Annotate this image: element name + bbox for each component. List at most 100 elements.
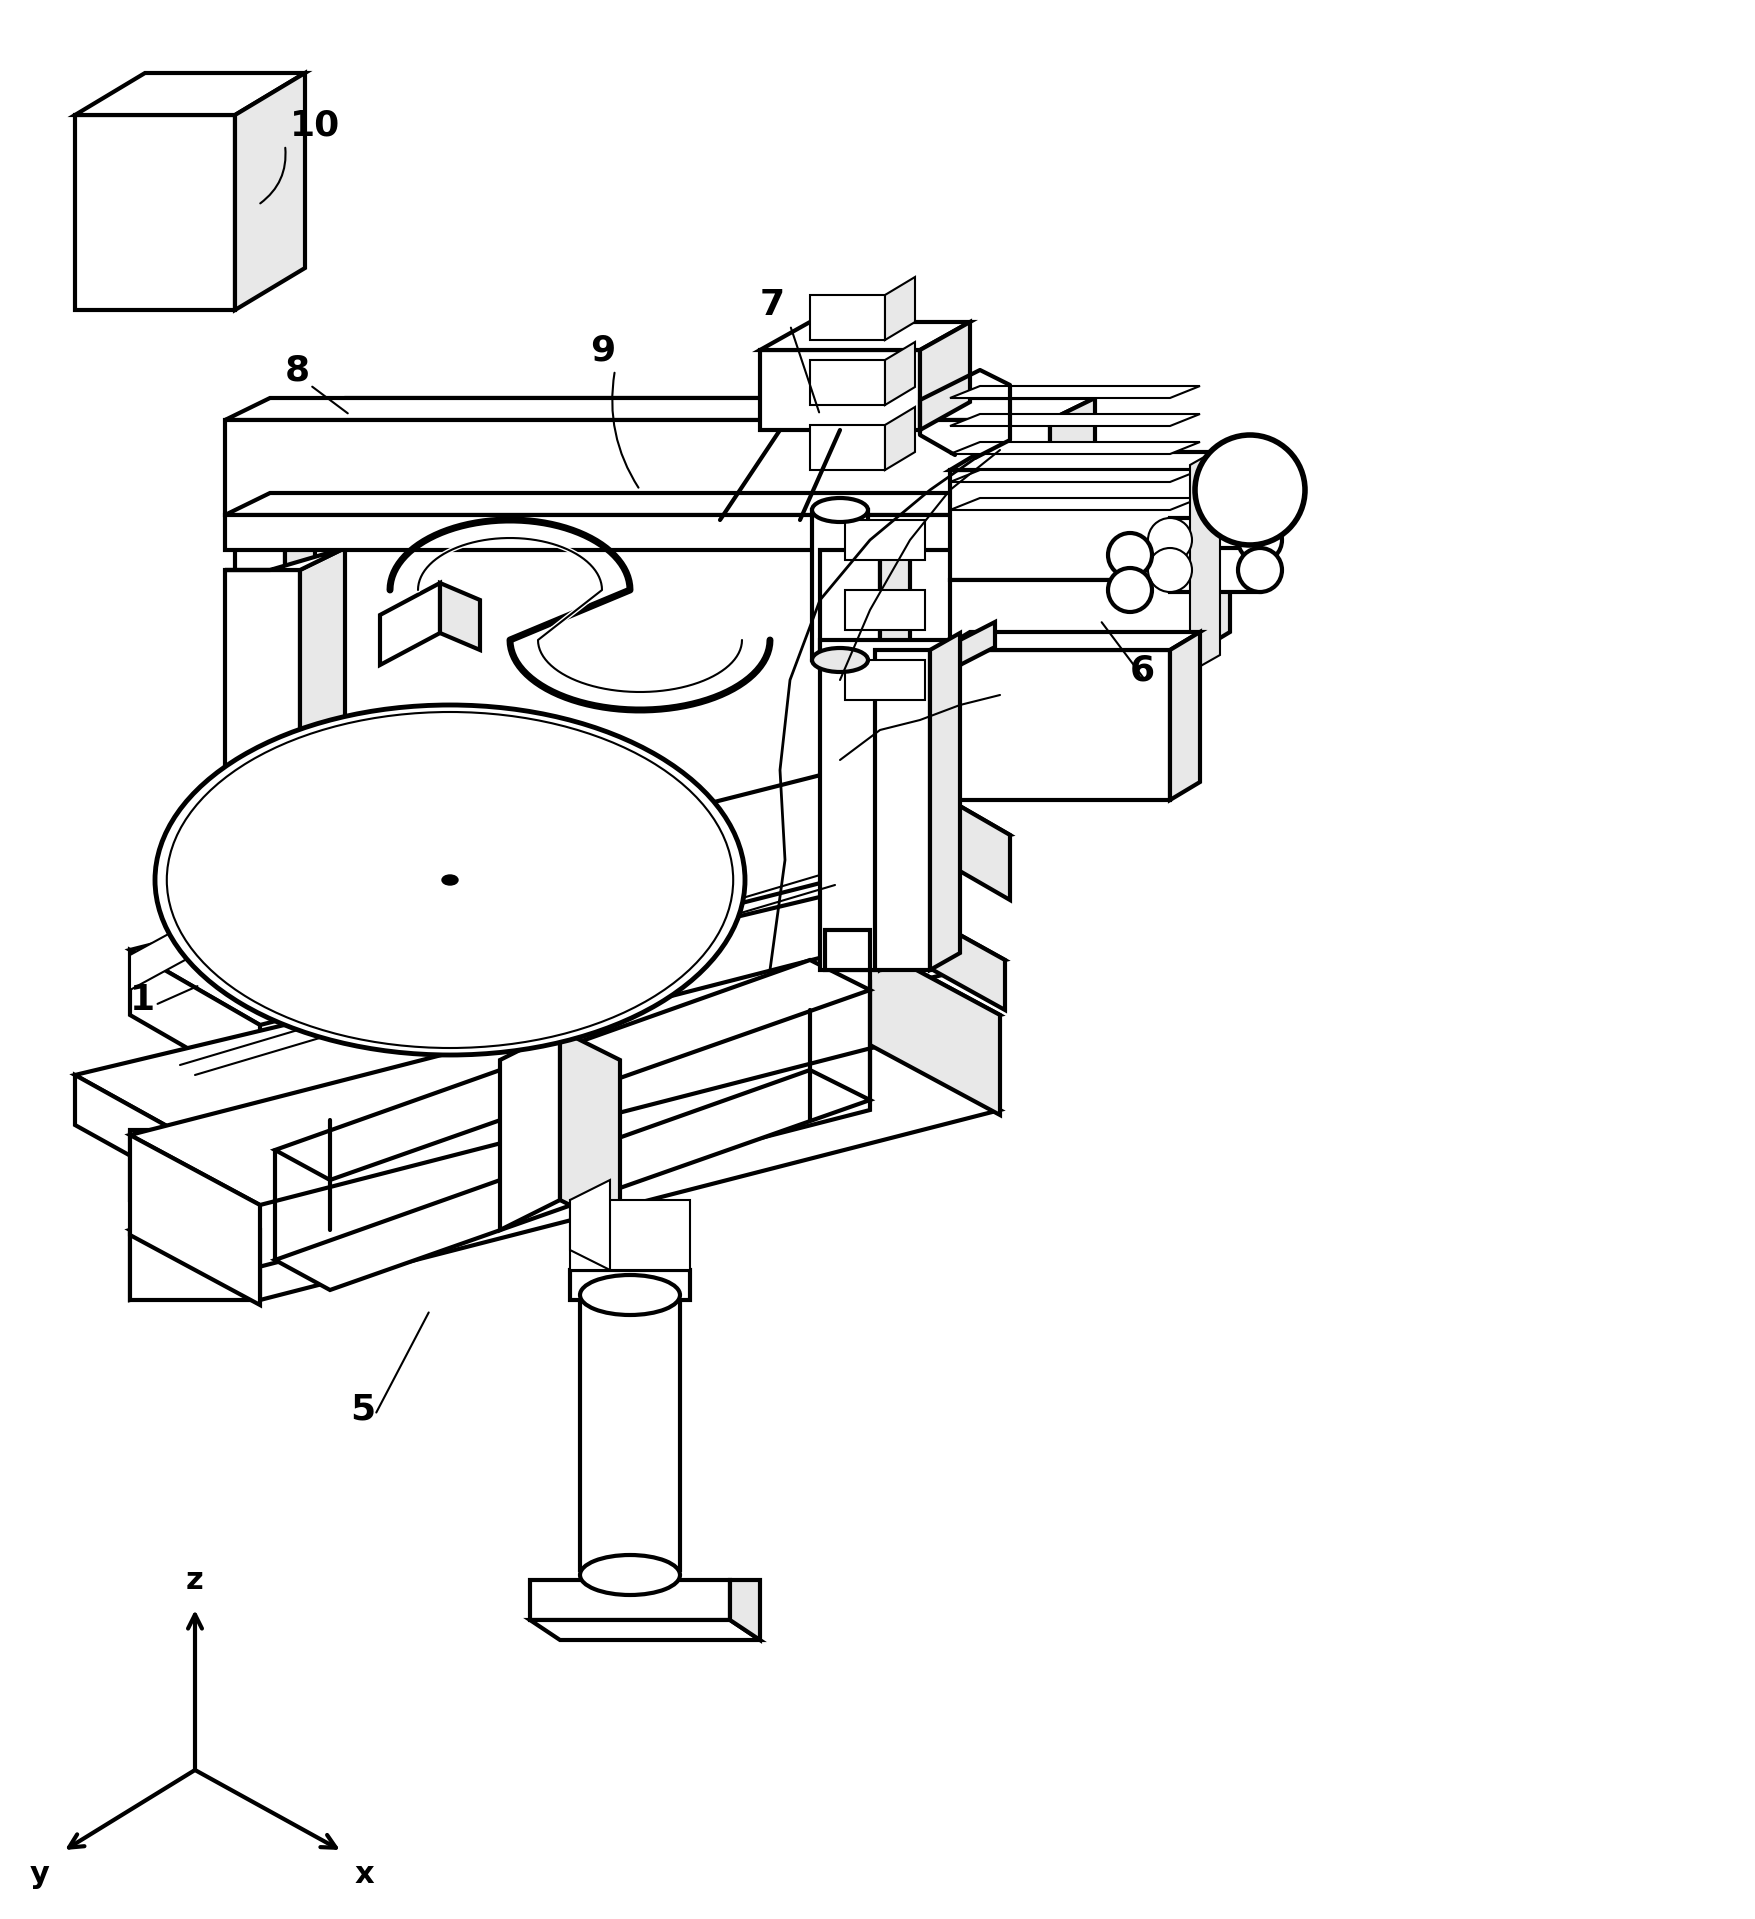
Polygon shape — [820, 551, 879, 969]
Polygon shape — [930, 633, 960, 969]
Polygon shape — [225, 397, 1095, 420]
Polygon shape — [949, 415, 1199, 426]
Ellipse shape — [1195, 436, 1304, 545]
Polygon shape — [885, 407, 914, 470]
Polygon shape — [1190, 447, 1220, 672]
Polygon shape — [225, 514, 1049, 551]
Polygon shape — [225, 397, 1095, 420]
Polygon shape — [760, 349, 920, 430]
Text: 1: 1 — [130, 983, 154, 1017]
Polygon shape — [75, 885, 1004, 1149]
Polygon shape — [260, 1102, 314, 1199]
Polygon shape — [75, 1075, 211, 1199]
Polygon shape — [874, 651, 930, 969]
Polygon shape — [939, 651, 1169, 800]
Polygon shape — [130, 760, 1009, 1025]
Ellipse shape — [1107, 533, 1151, 578]
Ellipse shape — [579, 1554, 679, 1595]
Polygon shape — [225, 420, 1049, 514]
Polygon shape — [130, 1040, 999, 1299]
Polygon shape — [949, 470, 1199, 482]
Polygon shape — [441, 583, 479, 651]
Text: x: x — [355, 1860, 374, 1888]
Polygon shape — [760, 322, 969, 349]
Polygon shape — [1049, 493, 1095, 551]
Polygon shape — [130, 950, 260, 1090]
Text: 5: 5 — [349, 1393, 376, 1428]
Ellipse shape — [1148, 518, 1192, 562]
Polygon shape — [949, 453, 1228, 470]
Polygon shape — [530, 1579, 730, 1620]
Polygon shape — [949, 441, 1199, 455]
Polygon shape — [225, 549, 344, 570]
Polygon shape — [844, 520, 925, 560]
Polygon shape — [530, 1620, 760, 1641]
Polygon shape — [1169, 549, 1260, 591]
Polygon shape — [235, 510, 284, 900]
Text: 10: 10 — [290, 107, 340, 142]
Polygon shape — [579, 1299, 679, 1570]
Polygon shape — [570, 1199, 690, 1270]
Polygon shape — [825, 931, 869, 969]
Polygon shape — [379, 583, 441, 666]
Polygon shape — [225, 493, 1095, 514]
Polygon shape — [809, 424, 885, 470]
Text: 8: 8 — [284, 353, 311, 388]
Polygon shape — [885, 276, 914, 340]
Polygon shape — [844, 660, 925, 700]
Polygon shape — [809, 361, 885, 405]
Ellipse shape — [811, 499, 867, 522]
Polygon shape — [949, 580, 1199, 651]
Polygon shape — [75, 115, 235, 311]
Polygon shape — [730, 1579, 760, 1641]
Polygon shape — [879, 760, 1009, 900]
Polygon shape — [949, 470, 1199, 580]
Polygon shape — [869, 944, 999, 1115]
Ellipse shape — [1237, 549, 1281, 591]
Polygon shape — [844, 589, 925, 629]
Polygon shape — [570, 1270, 690, 1299]
Polygon shape — [130, 1134, 260, 1305]
Polygon shape — [1199, 453, 1228, 580]
Polygon shape — [1169, 631, 1199, 800]
Polygon shape — [949, 386, 1199, 397]
Polygon shape — [949, 499, 1199, 510]
Polygon shape — [130, 1130, 260, 1199]
Polygon shape — [960, 622, 995, 666]
Ellipse shape — [1107, 568, 1151, 612]
Ellipse shape — [1237, 518, 1281, 562]
Polygon shape — [879, 532, 909, 969]
Text: 7: 7 — [760, 288, 784, 322]
Text: 9: 9 — [590, 334, 614, 367]
Polygon shape — [920, 322, 969, 430]
Polygon shape — [75, 73, 305, 115]
Polygon shape — [130, 944, 999, 1205]
Ellipse shape — [811, 649, 867, 672]
Polygon shape — [811, 510, 867, 660]
Ellipse shape — [1148, 549, 1192, 591]
Polygon shape — [300, 549, 344, 940]
Polygon shape — [1199, 562, 1228, 651]
Text: y: y — [30, 1860, 49, 1888]
Text: 6: 6 — [1130, 652, 1155, 687]
Polygon shape — [560, 1031, 620, 1230]
Text: z: z — [186, 1566, 204, 1595]
Polygon shape — [130, 1040, 869, 1299]
Polygon shape — [276, 960, 869, 1180]
Polygon shape — [284, 491, 314, 900]
Ellipse shape — [579, 1274, 679, 1315]
Polygon shape — [809, 296, 885, 340]
Polygon shape — [885, 342, 914, 405]
Polygon shape — [235, 73, 305, 311]
Polygon shape — [225, 570, 300, 940]
Polygon shape — [869, 885, 1004, 1009]
Polygon shape — [130, 1230, 260, 1299]
Ellipse shape — [154, 704, 744, 1055]
Ellipse shape — [442, 875, 458, 885]
Polygon shape — [276, 1071, 869, 1290]
Polygon shape — [1169, 518, 1260, 562]
Polygon shape — [130, 925, 184, 990]
Polygon shape — [939, 631, 1199, 651]
Polygon shape — [820, 641, 960, 666]
Polygon shape — [1049, 397, 1095, 514]
